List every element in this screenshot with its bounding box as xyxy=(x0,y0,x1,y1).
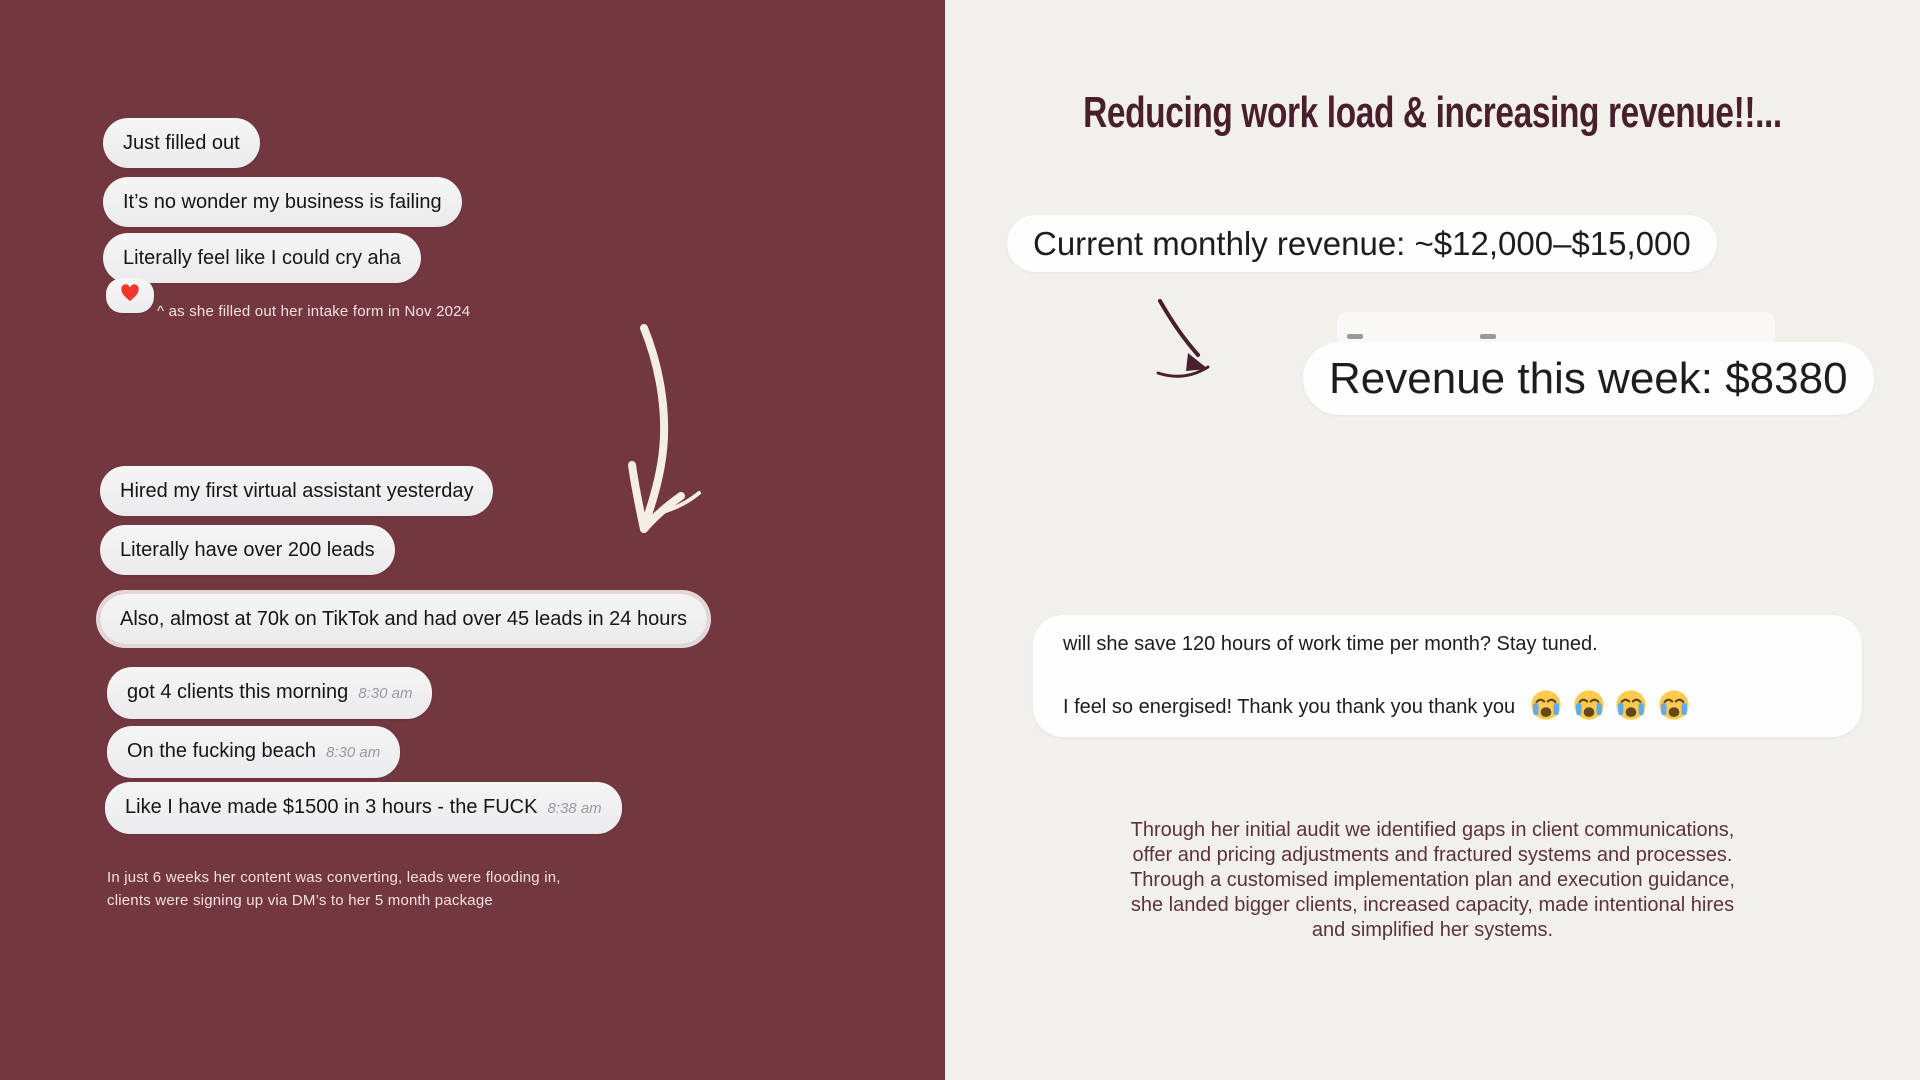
chat-bubble: Like I have made $1500 in 3 hours - the … xyxy=(105,782,622,834)
chat-bubble: It’s no wonder my business is failing xyxy=(103,177,462,227)
cropped-bubble-remnant xyxy=(1337,312,1775,346)
chat-bubble: got 4 clients this morning 8:30 am xyxy=(107,667,433,719)
testimonial-card: will she save 120 hours of work time per… xyxy=(1033,615,1862,737)
card-text-line: will she save 120 hours of work time per… xyxy=(1063,633,1598,655)
heart-reaction-bubble xyxy=(106,278,154,313)
arrowhead xyxy=(1186,353,1208,371)
card-text-line: I feel so energised! Thank you thank you… xyxy=(1063,689,1832,728)
chat-bubble-text: Like I have made $1500 in 3 hours - the … xyxy=(125,796,538,818)
chat-bubble: Hired my first virtual assistant yesterd… xyxy=(100,466,494,516)
current-revenue-bubble: Current monthly revenue: ~$12,000–$15,00… xyxy=(1007,215,1717,272)
summary-caption: In just 6 weeks her content was converti… xyxy=(107,869,561,909)
closing-paragraph: Through her initial audit we identified … xyxy=(1130,819,1735,941)
timestamp: 8:30 am xyxy=(358,685,413,702)
loudly-crying-face-icon xyxy=(1531,690,1561,720)
chat-bubble: On the fucking beach 8:30 am xyxy=(107,726,401,778)
chat-bubble: Also, almost at 70k on TikTok and had ov… xyxy=(100,594,708,644)
left-panel: Just filled out It’s no wonder my busine… xyxy=(0,0,945,1080)
white-hand-drawn-arrow xyxy=(628,324,701,533)
chat-bubble: Literally feel like I could cry aha xyxy=(103,233,421,283)
loudly-crying-face-icons xyxy=(1525,689,1690,728)
card-text: I feel so energised! Thank you thank you… xyxy=(1063,696,1516,718)
red-heart-icon xyxy=(120,284,140,306)
loudly-crying-face-icon xyxy=(1659,690,1689,720)
timestamp: 8:30 am xyxy=(326,744,381,761)
loudly-crying-face-icon xyxy=(1616,690,1646,720)
weekly-revenue-bubble: Revenue this week: $8380 xyxy=(1303,342,1874,415)
maroon-hand-drawn-arrow xyxy=(1156,299,1210,378)
chat-bubble: Just filled out xyxy=(103,118,260,168)
intake-caption: ^ as she filled out her intake form in N… xyxy=(157,303,471,320)
timestamp: 8:38 am xyxy=(547,800,602,817)
right-panel: Reducing work load & increasing revenue!… xyxy=(945,0,1920,1080)
chat-bubble-text: On the fucking beach xyxy=(127,740,317,762)
loudly-crying-face-icon xyxy=(1574,690,1604,720)
chat-bubble-text: got 4 clients this morning xyxy=(127,681,349,703)
cropped-text-mark xyxy=(1480,334,1496,339)
cropped-text-mark xyxy=(1347,334,1363,339)
chat-bubble: Literally have over 200 leads xyxy=(100,525,395,575)
headline: Reducing work load & increasing revenue!… xyxy=(1083,88,1782,137)
